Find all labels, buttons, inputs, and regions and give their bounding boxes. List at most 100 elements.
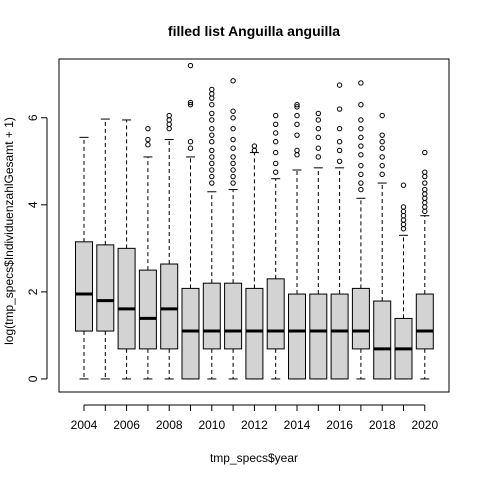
outlier-point xyxy=(145,142,151,148)
box-2015 xyxy=(309,110,328,380)
outlier-point xyxy=(294,121,300,127)
outlier-point xyxy=(230,78,236,84)
box-body xyxy=(309,293,328,380)
box-2012 xyxy=(245,143,264,380)
outlier-point xyxy=(209,167,215,173)
outlier-point xyxy=(379,139,385,145)
outlier-point xyxy=(422,195,428,201)
outlier-point xyxy=(209,110,215,117)
outlier-point xyxy=(315,110,321,117)
outlier-point xyxy=(209,160,215,167)
x-tick-label: 2008 xyxy=(156,418,183,432)
outlier-point xyxy=(230,173,236,180)
y-tick-label: 0 xyxy=(26,375,40,382)
outlier-point xyxy=(166,112,172,119)
box-2007 xyxy=(138,125,157,380)
outlier-point xyxy=(400,213,407,219)
box-body xyxy=(202,282,221,350)
outlier-point xyxy=(294,112,300,119)
outlier-point xyxy=(273,149,279,156)
box-2006 xyxy=(117,119,136,380)
outlier-point xyxy=(209,102,215,108)
box-2018 xyxy=(373,112,392,380)
outlier-point xyxy=(358,125,364,132)
outlier-point xyxy=(294,152,300,158)
outlier-point xyxy=(209,91,215,97)
outlier-point xyxy=(187,102,194,108)
chart-title: filled list Anguilla anguilla xyxy=(168,23,340,39)
outlier-point xyxy=(294,132,300,138)
box-body xyxy=(224,282,243,350)
y-tick-label: 2 xyxy=(26,288,40,295)
outlier-point xyxy=(145,125,151,132)
outlier-point xyxy=(358,186,364,193)
outlier-point xyxy=(379,145,385,151)
outlier-point xyxy=(315,145,321,151)
box-2016 xyxy=(330,82,349,380)
outlier-point xyxy=(251,143,258,149)
outlier-point xyxy=(230,167,236,173)
outlier-point xyxy=(230,108,236,114)
outlier-point xyxy=(209,125,215,132)
outlier-point xyxy=(400,204,407,210)
outlier-point xyxy=(422,199,428,206)
x-tick-label: 2016 xyxy=(326,418,353,432)
outlier-point xyxy=(400,208,407,215)
outlier-point xyxy=(422,204,428,210)
outlier-point xyxy=(230,145,236,151)
outlier-point xyxy=(379,162,385,169)
x-tick-label: 2004 xyxy=(71,418,98,432)
x-tick-label: 2012 xyxy=(241,418,268,432)
outlier-point xyxy=(400,226,407,232)
outlier-point xyxy=(209,154,215,160)
outlier-point xyxy=(187,145,194,151)
outlier-point xyxy=(230,125,236,132)
outlier-point xyxy=(315,134,321,141)
outlier-point xyxy=(336,125,343,132)
box-body xyxy=(138,269,157,350)
x-tick-label: 2010 xyxy=(198,418,225,432)
box-body xyxy=(96,244,115,332)
box-2019 xyxy=(394,182,413,380)
outlier-point xyxy=(422,208,428,215)
box-body xyxy=(117,247,136,350)
outlier-point xyxy=(209,86,215,93)
box-body xyxy=(351,287,370,350)
outlier-point xyxy=(358,80,364,86)
x-axis: 2004 2006 2008 2010 2012 2014 2016 2018 2020 xyxy=(71,404,438,432)
outlier-point xyxy=(273,112,279,119)
box-2020 xyxy=(415,149,434,380)
outlier-point xyxy=(209,139,215,145)
box-body xyxy=(288,293,306,380)
outlier-point xyxy=(358,134,364,141)
x-tick-label: 2006 xyxy=(113,418,140,432)
outlier-point xyxy=(315,154,321,160)
outlier-point xyxy=(400,182,407,188)
outlier-point xyxy=(400,221,407,228)
outlier-point xyxy=(166,117,172,123)
outlier-point xyxy=(230,154,236,160)
outlier-point xyxy=(358,180,364,186)
outlier-point xyxy=(358,117,364,123)
box-2010 xyxy=(202,86,221,380)
box-2013 xyxy=(266,112,285,380)
box-body xyxy=(330,293,349,380)
outlier-point xyxy=(358,162,364,169)
outlier-point xyxy=(400,217,407,223)
outlier-point xyxy=(379,132,385,138)
box-body xyxy=(415,293,434,350)
y-axis-label: log(tmp_specs$IndividuenzahlGesamt + 1) xyxy=(2,117,16,345)
outlier-point xyxy=(230,136,236,143)
outlier-point xyxy=(209,147,215,154)
box-2017 xyxy=(351,80,370,380)
outlier-point xyxy=(422,191,428,197)
outlier-point xyxy=(336,158,343,164)
outlier-point xyxy=(358,102,364,108)
outlier-point xyxy=(294,104,300,110)
outlier-point xyxy=(294,102,300,108)
y-tick-label: 6 xyxy=(26,114,40,121)
outlier-point xyxy=(166,121,172,127)
outlier-point xyxy=(422,186,428,193)
outlier-point xyxy=(230,115,236,121)
outlier-point xyxy=(315,125,321,132)
